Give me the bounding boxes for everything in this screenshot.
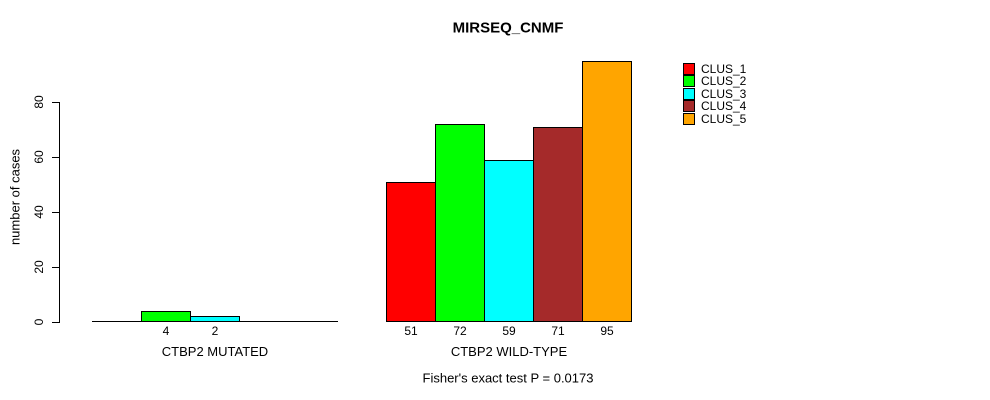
y-axis-line	[59, 102, 60, 323]
bar-CLUS_5	[582, 61, 632, 322]
legend-swatch-CLUS_2	[683, 75, 695, 87]
pvalue-annotation: Fisher's exact test P = 0.0173	[422, 370, 594, 386]
y-axis-label: number of cases	[7, 148, 23, 246]
y-tick	[52, 267, 59, 268]
y-tick	[52, 212, 59, 213]
legend-label-CLUS_1: CLUS_1	[701, 62, 747, 76]
legend-swatch-CLUS_5	[683, 113, 695, 125]
y-tick-label: 60	[32, 150, 46, 164]
bar-CLUS_4	[533, 127, 583, 322]
legend-label-CLUS_3: CLUS_3	[701, 87, 747, 101]
bar-value-label: 95	[600, 324, 614, 338]
bar-value-label: 71	[551, 324, 565, 338]
bar-CLUS_2	[141, 311, 191, 322]
y-tick	[52, 102, 59, 103]
group-label-wildtype: CTBP2 WILD-TYPE	[450, 344, 568, 359]
bar-CLUS_2	[435, 124, 485, 322]
chart-title: MIRSEQ_CNMF	[452, 19, 564, 37]
y-tick-label: 80	[32, 95, 46, 109]
legend-swatch-CLUS_4	[683, 100, 695, 112]
bar-CLUS_3	[190, 316, 240, 322]
legend-swatch-CLUS_3	[683, 88, 695, 100]
bar-value-label: 59	[502, 324, 516, 338]
legend-label-CLUS_5: CLUS_5	[701, 112, 747, 126]
legend-swatch-CLUS_1	[683, 63, 695, 75]
bar-CLUS_3	[484, 160, 534, 322]
y-tick	[52, 322, 59, 323]
y-tick-label: 0	[32, 318, 46, 326]
bar-CLUS_1	[386, 182, 436, 322]
bar-value-label: 4	[162, 324, 170, 338]
bar-value-label: 2	[211, 324, 219, 338]
y-tick-label: 20	[32, 260, 46, 274]
y-tick-label: 40	[32, 205, 46, 219]
group-label-mutated: CTBP2 MUTATED	[161, 344, 269, 359]
bar-value-label: 72	[453, 324, 467, 338]
bar-value-label: 51	[404, 324, 418, 338]
legend-label-CLUS_2: CLUS_2	[701, 74, 747, 88]
y-tick	[52, 157, 59, 158]
legend-label-CLUS_4: CLUS_4	[701, 99, 747, 113]
